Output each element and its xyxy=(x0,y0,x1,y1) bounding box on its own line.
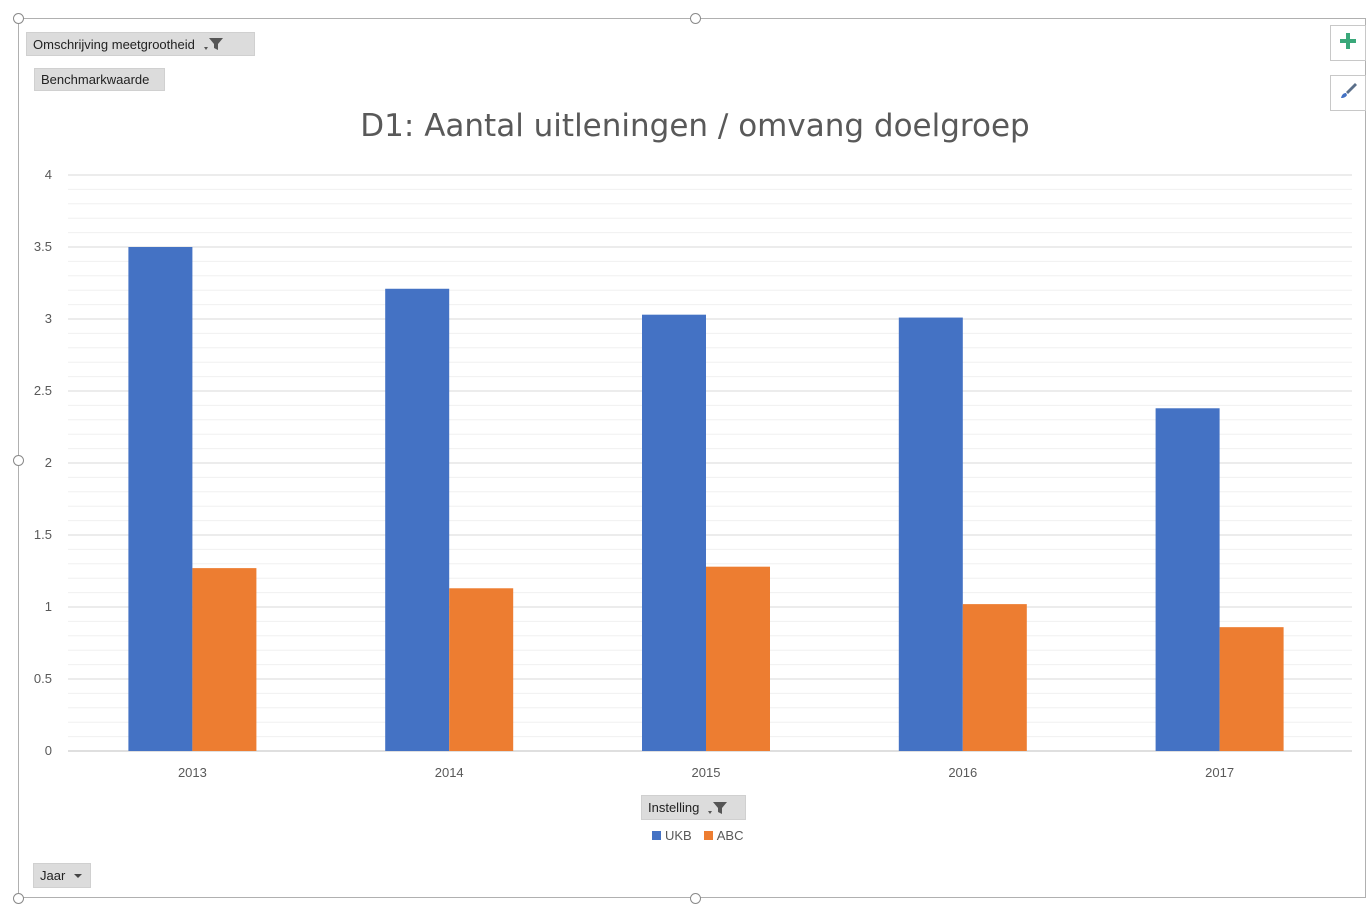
x-tick-label: 2017 xyxy=(1205,765,1234,780)
legend-item-abc[interactable]: ABC xyxy=(703,828,744,843)
y-tick-label: 2.5 xyxy=(34,383,52,398)
y-tick-label: 3 xyxy=(45,311,52,326)
bar-ukb-2016[interactable] xyxy=(898,317,963,751)
measure-filter-label: Omschrijving meetgrootheid xyxy=(33,36,195,52)
legend-label: UKB xyxy=(665,828,692,843)
filter-funnel-icon xyxy=(707,800,729,816)
bars xyxy=(128,247,1284,751)
bar-abc-2017[interactable] xyxy=(1219,627,1284,751)
brush-icon xyxy=(1338,81,1358,106)
value-field-label: Benchmarkwaarde xyxy=(41,72,150,87)
legend-swatch xyxy=(652,831,661,840)
legend-swatch xyxy=(703,831,713,840)
chevron-down-icon xyxy=(74,873,83,879)
y-axis-ticks: 0 0.5 1 1.5 2 2.5 3 3.5 4 xyxy=(34,167,52,758)
chart-title: D1: Aantal uitleningen / omvang doelgroe… xyxy=(360,108,1030,144)
measure-filter-button[interactable]: Omschrijving meetgrootheid xyxy=(26,32,255,56)
axis-field-button[interactable]: Jaar xyxy=(33,863,91,888)
y-tick-label: 0.5 xyxy=(34,671,52,686)
x-tick-label: 2015 xyxy=(692,765,721,780)
y-tick-label: 3.5 xyxy=(34,239,52,254)
y-tick-label: 2 xyxy=(45,455,52,470)
legend: UKB ABC xyxy=(652,828,743,843)
bar-abc-2015[interactable] xyxy=(706,566,770,751)
legend-filter-label: Instelling xyxy=(648,800,700,815)
chart-elements-button[interactable] xyxy=(1330,25,1366,61)
x-tick-label: 2013 xyxy=(178,765,207,780)
legend-label: ABC xyxy=(716,828,744,843)
bar-ukb-2015[interactable] xyxy=(642,314,706,751)
bar-abc-2016[interactable] xyxy=(962,604,1027,751)
bar-abc-2014[interactable] xyxy=(449,588,514,751)
legend-item-ukb[interactable]: UKB xyxy=(652,828,692,843)
axis-field-label: Jaar xyxy=(40,868,66,883)
bar-abc-2013[interactable] xyxy=(192,568,257,751)
resize-handle-middle-left[interactable] xyxy=(13,455,24,466)
filter-funnel-icon xyxy=(203,36,225,52)
resize-handle-bottom-left[interactable] xyxy=(13,893,24,904)
y-tick-label: 4 xyxy=(45,167,52,182)
bar-ukb-2014[interactable] xyxy=(385,288,450,751)
y-tick-label: 1 xyxy=(45,599,52,614)
y-tick-label: 0 xyxy=(45,743,52,758)
x-tick-label: 2016 xyxy=(948,765,977,780)
plus-icon xyxy=(1339,32,1357,55)
gridlines xyxy=(68,174,1352,752)
chart-styles-button[interactable] xyxy=(1330,75,1366,111)
resize-handle-bottom-center[interactable] xyxy=(690,893,701,904)
bar-ukb-2013[interactable] xyxy=(128,247,193,751)
value-field-button[interactable]: Benchmarkwaarde xyxy=(34,68,165,91)
resize-handle-top-center[interactable] xyxy=(690,13,701,24)
x-tick-label: 2014 xyxy=(435,765,464,780)
bar-ukb-2017[interactable] xyxy=(1155,408,1220,751)
y-tick-label: 1.5 xyxy=(34,527,52,542)
x-axis-ticks: 2013 2014 2015 2016 2017 xyxy=(178,765,1234,780)
resize-handle-top-left[interactable] xyxy=(13,13,24,24)
legend-filter-button[interactable]: Instelling xyxy=(641,795,746,820)
